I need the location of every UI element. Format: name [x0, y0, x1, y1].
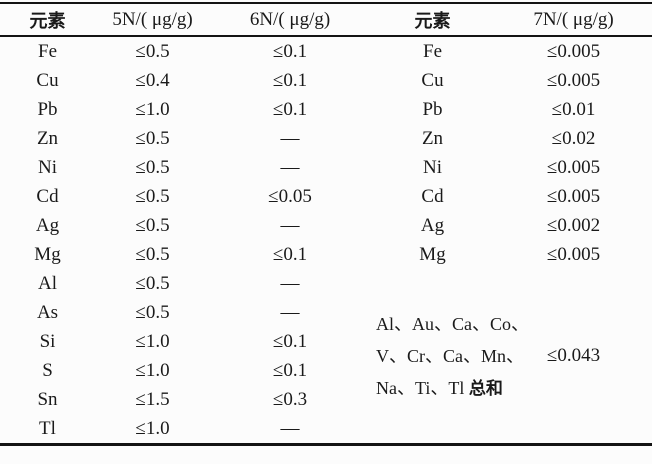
limit-cell-6n: ≤0.1: [272, 69, 308, 91]
merged-elements-line3: Na、Ti、Tl: [376, 377, 469, 398]
element-cell: Fe: [423, 40, 442, 62]
limit-cell-6n: —: [280, 127, 300, 149]
merged-limit-cell-7n: ≤0.043: [546, 345, 601, 366]
table-row: Sn ≤1.5 ≤0.3: [0, 385, 652, 414]
col-header-7n: 7N/( μg/g): [495, 3, 652, 37]
table-row: Cd ≤0.5 ≤0.05 Cd ≤0.005: [0, 182, 652, 211]
table-header-row: 元素 5N/( μg/g) 6N/( μg/g) 元素 7N/( μg/g): [0, 3, 652, 37]
element-cell: As: [36, 301, 59, 323]
limit-cell-7n: ≤0.002: [546, 214, 601, 236]
limit-cell-7n: ≤0.005: [546, 243, 601, 265]
limit-cell-6n: —: [280, 272, 300, 294]
col-header-element-left: 元素: [0, 3, 95, 37]
merged-elements-line1: Al、Au、Ca、Co、: [376, 313, 529, 334]
limit-cell-6n: ≤0.1: [272, 40, 308, 62]
element-cell: Sn: [37, 388, 58, 410]
table-row: Al ≤0.5 — Al、Au、Ca、Co、 V、Cr、Ca、Mn、 Na、Ti…: [0, 269, 652, 399]
limit-cell-6n: ≤0.1: [272, 98, 308, 120]
limit-cell-6n: —: [280, 156, 300, 178]
table-row: Zn ≤0.5 — Zn ≤0.02: [0, 124, 652, 153]
element-cell: Pb: [422, 98, 443, 120]
limit-cell-5n: ≤0.5: [135, 243, 170, 265]
element-cell: Mg: [34, 243, 61, 265]
element-cell: Zn: [421, 127, 444, 149]
element-cell: Fe: [38, 40, 57, 62]
merged-elements-cell: Al、Au、Ca、Co、 V、Cr、Ca、Mn、 Na、Ti、Tl 总和: [370, 269, 529, 445]
element-cell: Pb: [37, 98, 58, 120]
sum-label: 总和: [468, 378, 503, 399]
limit-cell-7n: ≤0.005: [546, 185, 601, 207]
table-row: Ni ≤0.5 — Ni ≤0.005: [0, 153, 652, 182]
limit-cell-7n: ≤0.005: [546, 69, 601, 91]
table-row: As ≤0.5 —: [0, 298, 652, 327]
merged-elements-line2: V、Cr、Ca、Mn、: [376, 345, 524, 366]
element-cell: Cu: [36, 69, 59, 91]
element-cell: Si: [39, 330, 56, 352]
table-row: Cu ≤0.4 ≤0.1 Cu ≤0.005: [0, 66, 652, 95]
limit-cell-5n: ≤0.4: [135, 69, 170, 91]
col-header-5n: 5N/( μg/g): [95, 3, 210, 37]
element-cell: Cd: [421, 185, 444, 207]
element-cell: Ni: [38, 156, 57, 178]
limit-cell-6n: —: [280, 301, 300, 323]
element-cell: Mg: [419, 243, 446, 265]
limit-cell-5n: ≤0.5: [135, 156, 170, 178]
limit-cell-6n: ≤0.1: [272, 243, 308, 265]
table-row: Pb ≤1.0 ≤0.1 Pb ≤0.01: [0, 95, 652, 124]
col-header-element-right: 元素: [370, 3, 495, 37]
table-row: Ag ≤0.5 — Ag ≤0.002: [0, 211, 652, 240]
limit-cell-5n: ≤1.0: [135, 98, 170, 120]
table-row: S ≤1.0 ≤0.1: [0, 356, 652, 385]
limit-cell-6n: ≤0.1: [272, 330, 308, 352]
element-cell: Ag: [35, 214, 60, 236]
table-row: Fe ≤0.5 ≤0.1 Fe ≤0.005: [0, 36, 652, 66]
element-cell: Cd: [36, 185, 59, 207]
impurity-limits-table: 元素 5N/( μg/g) 6N/( μg/g) 元素 7N/( μg/g) F…: [0, 2, 652, 446]
limit-cell-5n: ≤1.0: [135, 359, 170, 381]
limit-cell-6n: ≤0.1: [272, 359, 308, 381]
limit-cell-5n: ≤0.5: [135, 301, 170, 323]
element-cell: S: [42, 359, 53, 381]
limit-cell-5n: ≤1.0: [135, 330, 170, 352]
limit-cell-5n: ≤1.0: [135, 417, 170, 439]
element-cell: Zn: [36, 127, 59, 149]
limit-cell-5n: ≤1.5: [135, 388, 170, 410]
table-row: Tl ≤1.0 —: [0, 414, 652, 445]
limit-cell-5n: ≤0.5: [135, 185, 170, 207]
element-cell: Al: [38, 272, 57, 294]
element-cell: Ag: [420, 214, 445, 236]
table-row: Mg ≤0.5 ≤0.1 Mg ≤0.005: [0, 240, 652, 269]
limit-cell-6n: —: [280, 417, 300, 439]
table-row: Si ≤1.0 ≤0.1: [0, 327, 652, 356]
limit-cell-5n: ≤0.5: [135, 272, 170, 294]
limit-cell-7n: ≤0.005: [546, 40, 601, 62]
element-cell: Ni: [423, 156, 442, 178]
element-cell: Tl: [39, 417, 56, 439]
limit-cell-7n: ≤0.005: [546, 156, 601, 178]
limit-cell-5n: ≤0.5: [135, 40, 170, 62]
limit-cell-6n: ≤0.05: [268, 185, 312, 207]
limit-cell-5n: ≤0.5: [135, 127, 170, 149]
element-cell: Cu: [421, 69, 444, 91]
limit-cell-7n: ≤0.02: [551, 127, 596, 149]
limit-cell-6n: —: [280, 214, 300, 236]
col-header-6n: 6N/( μg/g): [210, 3, 370, 37]
limit-cell-6n: ≤0.3: [272, 388, 308, 410]
limit-cell-5n: ≤0.5: [135, 214, 170, 236]
limit-cell-7n: ≤0.01: [551, 98, 596, 120]
